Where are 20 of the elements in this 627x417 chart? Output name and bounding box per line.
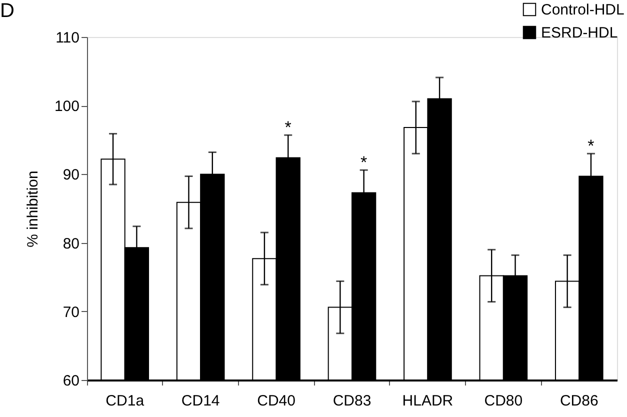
x-tick-label: CD40 <box>257 392 296 410</box>
y-tick-label: 110 <box>56 30 80 46</box>
data-label: * <box>284 118 292 138</box>
x-tick-label: CD1a <box>106 392 145 410</box>
text: D <box>0 0 14 22</box>
y-tick-label: 70 <box>62 304 80 321</box>
data-label: * <box>360 153 368 172</box>
y-tick-label: 80 <box>62 235 80 252</box>
legend-label: ESRD-HDL <box>541 24 618 42</box>
x-tick-label: HLADR <box>402 392 454 410</box>
data-label: * <box>588 136 595 156</box>
x-tick-label: CD83 <box>332 392 372 410</box>
legend-label: Control-HDL <box>541 2 624 18</box>
y-axis-title: % inhibition <box>24 170 42 248</box>
y-tick-label: 100 <box>54 98 80 116</box>
y-tick-label: 60 <box>62 372 80 390</box>
x-tick-label: CD86 <box>560 392 598 410</box>
x-tick-label: CD80 <box>484 392 523 410</box>
x-tick-label: CD14 <box>181 392 220 410</box>
y-tick-label: 90 <box>62 166 80 184</box>
